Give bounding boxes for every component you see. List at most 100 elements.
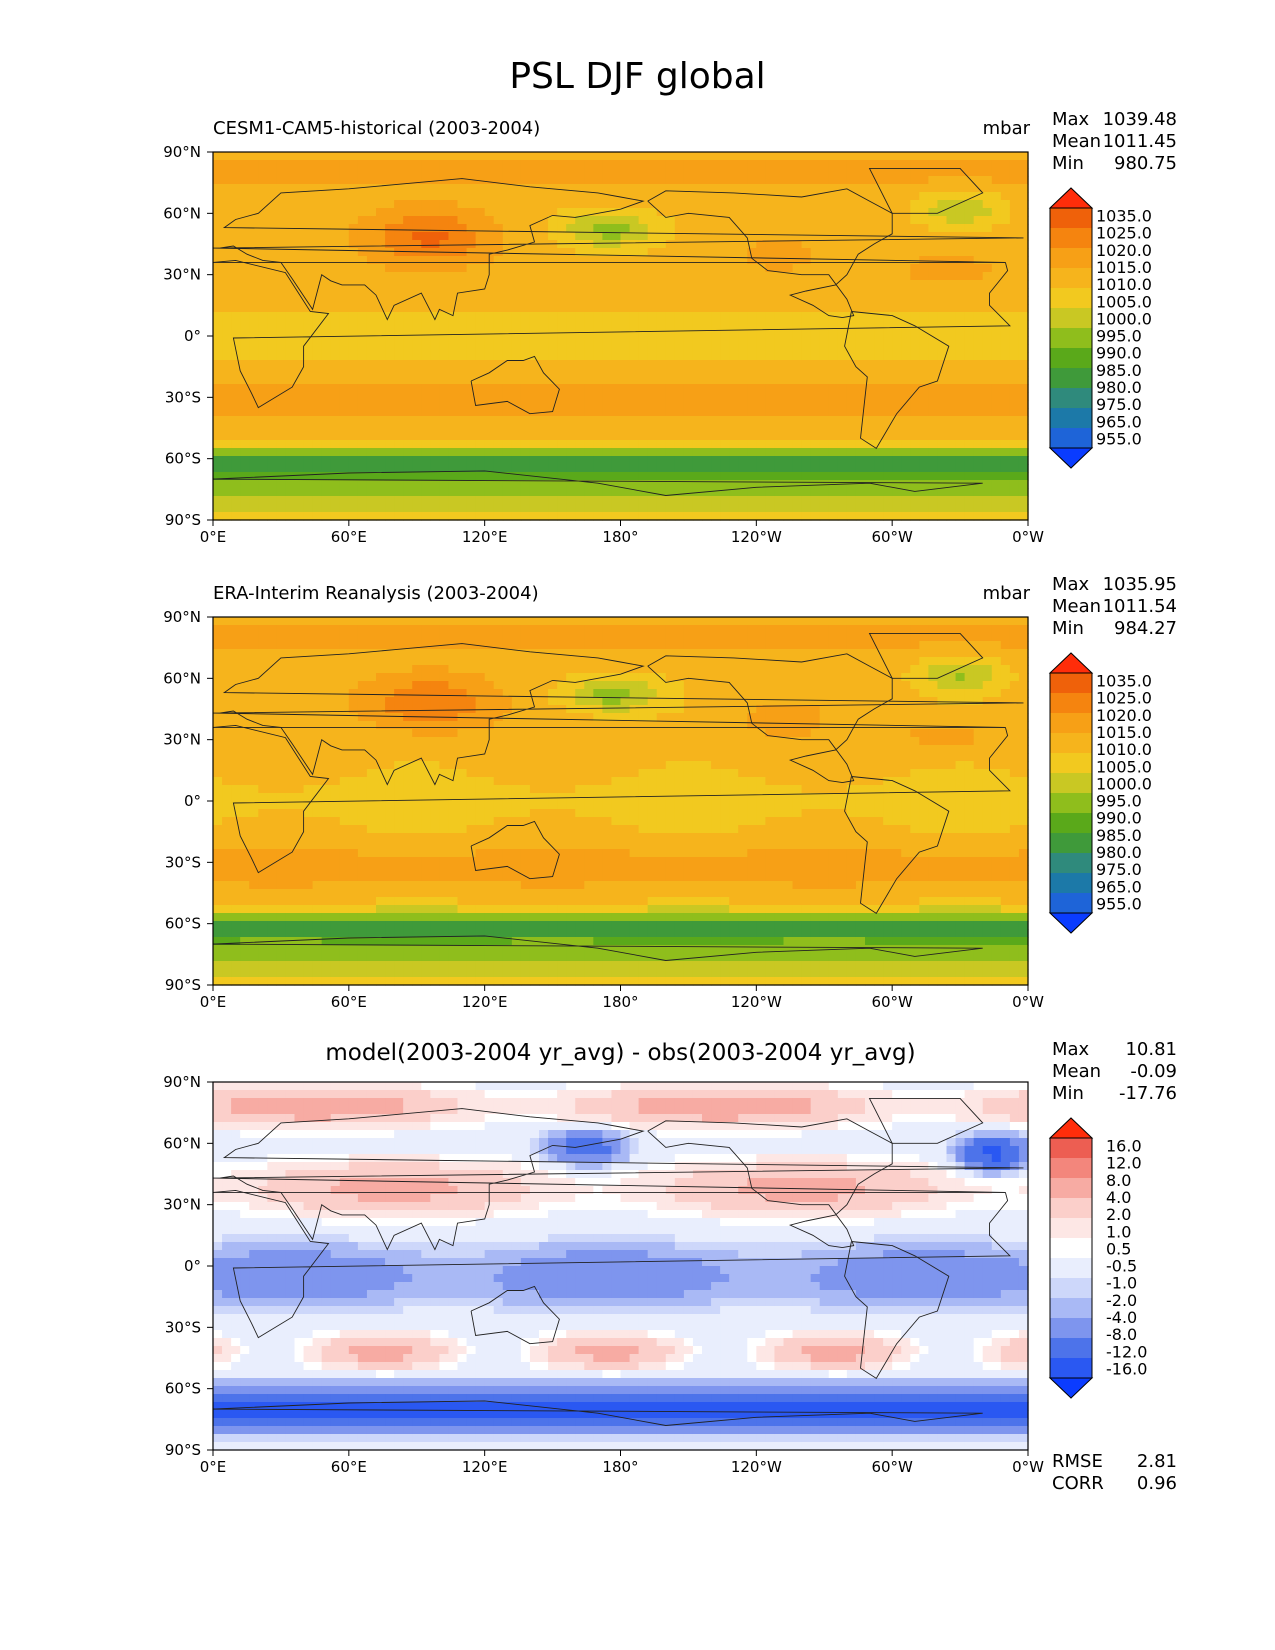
- field-cell: [629, 456, 640, 465]
- field-cell: [937, 336, 948, 345]
- field-cell: [982, 480, 993, 489]
- field-cell: [267, 328, 277, 337]
- field-cell: [720, 184, 730, 193]
- field-cell: [566, 224, 576, 233]
- field-cell: [376, 168, 386, 177]
- field-cell: [484, 208, 495, 217]
- field-cell: [321, 424, 332, 433]
- field-cell: [385, 440, 395, 449]
- field-cell: [222, 400, 232, 409]
- field-cell: [1009, 617, 1020, 626]
- field-cell: [656, 424, 667, 433]
- field-cell: [548, 176, 558, 185]
- field-cell: [475, 216, 486, 225]
- field-cell: [620, 368, 631, 377]
- field-cell: [828, 224, 839, 233]
- field-cell: [665, 240, 676, 249]
- field-cell: [792, 352, 803, 361]
- field-cell: [511, 368, 522, 377]
- field-cell: [629, 184, 640, 193]
- field-cell: [276, 256, 287, 265]
- field-cell: [783, 512, 794, 521]
- field-cell: [412, 360, 422, 369]
- field-cell: [765, 304, 776, 313]
- field-cell: [683, 232, 694, 241]
- field-cell: [810, 344, 821, 353]
- field-cell: [484, 512, 495, 521]
- field-cell: [1000, 304, 1011, 313]
- field-cell: [711, 272, 721, 281]
- field-cell: [810, 336, 821, 345]
- field-cell: [339, 312, 350, 321]
- field-cell: [466, 192, 477, 201]
- field-cell: [602, 360, 613, 369]
- field-cell: [394, 408, 404, 417]
- field-cell: [747, 504, 757, 513]
- field-cell: [783, 424, 794, 433]
- field-cell: [376, 224, 386, 233]
- field-cell: [629, 344, 640, 353]
- field-cell: [529, 304, 540, 313]
- field-cell: [656, 384, 667, 393]
- field-cell: [222, 504, 232, 513]
- field-cell: [330, 368, 341, 377]
- field-cell: [276, 456, 287, 465]
- field-cell: [774, 416, 785, 425]
- field-cell: [222, 424, 232, 433]
- field-cell: [267, 200, 277, 209]
- field-cell: [430, 344, 440, 353]
- field-cell: [656, 352, 667, 361]
- field-cell: [747, 248, 757, 257]
- field-cell: [348, 304, 359, 313]
- field-cell: [276, 649, 287, 658]
- field-cell: [412, 184, 422, 193]
- field-cell: [285, 400, 296, 409]
- field-cell: [892, 376, 902, 385]
- field-cell: [394, 240, 404, 249]
- field-cell: [783, 625, 794, 634]
- field-cell: [439, 657, 450, 666]
- field-cell: [973, 312, 984, 321]
- field-cell: [855, 617, 866, 626]
- field-cell: [602, 649, 613, 658]
- field-cell: [312, 320, 323, 329]
- field-cell: [828, 336, 839, 345]
- field-cell: [403, 216, 413, 225]
- field-cell: [412, 176, 422, 185]
- field-cell: [865, 288, 875, 297]
- field-cell: [638, 336, 649, 345]
- field-cell: [702, 368, 712, 377]
- field-cell: [846, 368, 857, 377]
- field-cell: [883, 617, 893, 626]
- field-cell: [774, 424, 785, 433]
- field-cell: [421, 216, 431, 225]
- colorbar-segment: [1050, 348, 1092, 369]
- field-cell: [312, 488, 323, 497]
- field-cell: [448, 160, 459, 169]
- field-cell: [357, 288, 368, 297]
- field-cell: [529, 641, 540, 650]
- field-cell: [874, 649, 884, 658]
- field-cell: [385, 480, 395, 489]
- field-cell: [584, 352, 594, 361]
- field-cell: [774, 192, 785, 201]
- field-cell: [231, 240, 241, 249]
- field-cell: [801, 288, 812, 297]
- field-cell: [729, 296, 739, 305]
- field-cell: [747, 320, 757, 329]
- field-cell: [629, 641, 640, 650]
- field-cell: [765, 384, 776, 393]
- field-cell: [928, 376, 939, 385]
- field-cell: [783, 296, 794, 305]
- field-cell: [638, 344, 649, 353]
- field-cell: [928, 160, 939, 169]
- field-cell: [683, 192, 694, 201]
- field-cell: [946, 488, 957, 497]
- field-cell: [702, 288, 712, 297]
- stat-min-label: Min: [1052, 153, 1084, 174]
- field-cell: [683, 208, 694, 217]
- field-cell: [602, 416, 613, 425]
- field-cell: [421, 488, 431, 497]
- field-cell: [982, 440, 993, 449]
- field-cell: [1018, 224, 1029, 233]
